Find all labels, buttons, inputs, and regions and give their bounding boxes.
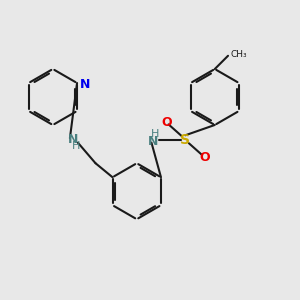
Text: N: N (80, 78, 90, 91)
Text: H: H (72, 141, 81, 151)
Text: N: N (148, 135, 158, 148)
Text: S: S (180, 133, 190, 147)
Text: O: O (161, 116, 172, 128)
Text: O: O (199, 151, 210, 164)
Text: H: H (151, 129, 160, 140)
Text: N: N (68, 133, 79, 146)
Text: CH₃: CH₃ (230, 50, 247, 59)
